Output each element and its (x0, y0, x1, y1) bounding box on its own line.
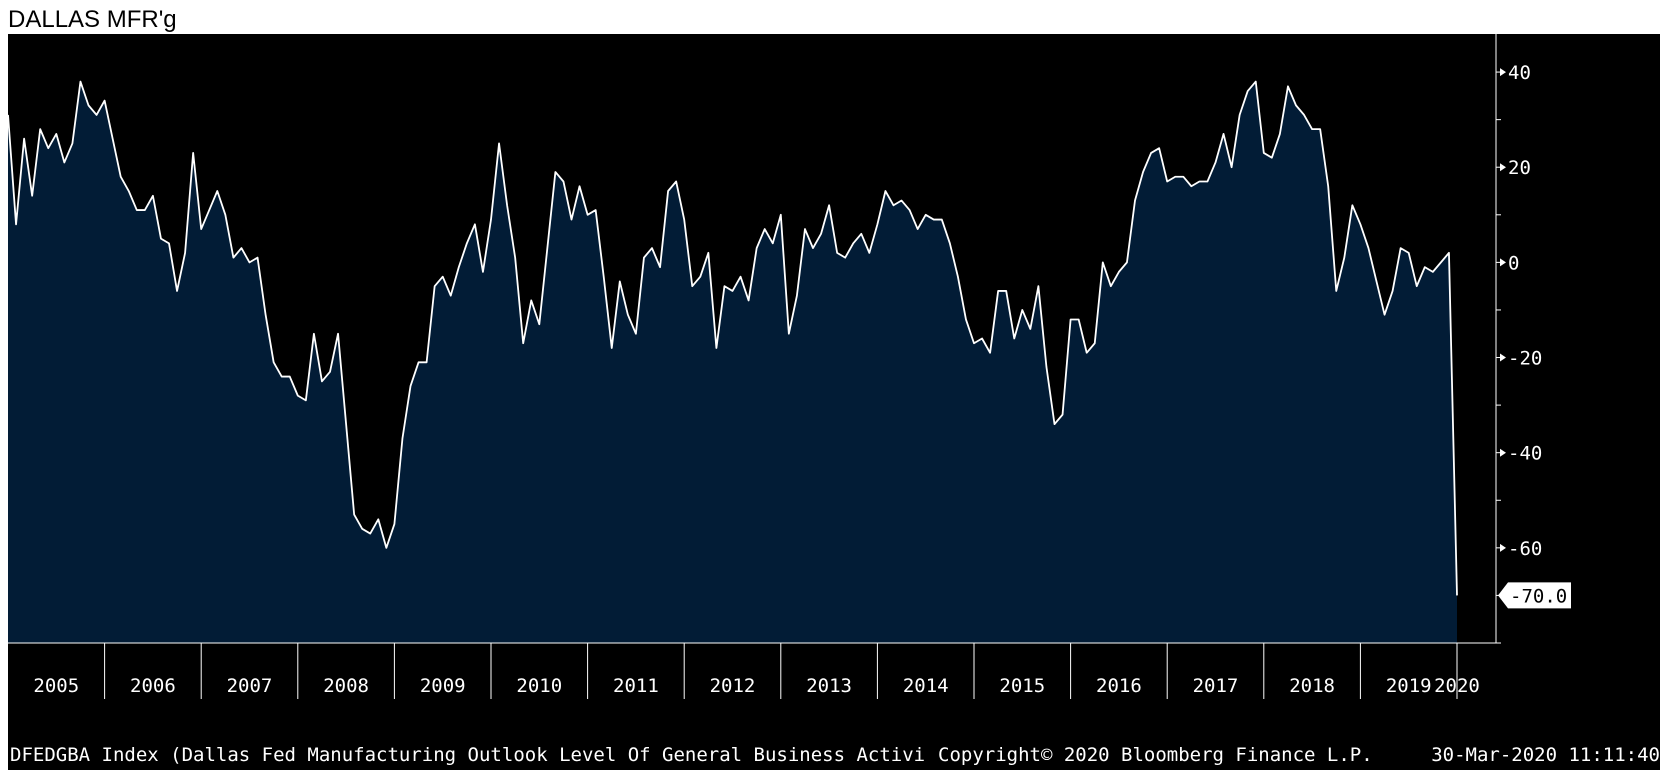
x-tick-label: 2014 (903, 675, 949, 697)
series-area (8, 81, 1457, 643)
x-tick-label: 2011 (613, 675, 659, 697)
chart-panel: 2005 2006 2007 2008 2009 2010 2011 2012 2013 2014… (8, 34, 1660, 770)
y-tick-label: -40 (1508, 443, 1542, 465)
y-tick-arrow (1500, 258, 1506, 267)
y-tick-label: 0 (1508, 252, 1519, 274)
area-layer (8, 80, 1496, 644)
footer-source: DFEDGBA Index (Dallas Fed Manufacturing … (10, 744, 926, 766)
x-tick-label: 2020 (1434, 675, 1480, 697)
x-tick-label: 2018 (1289, 675, 1335, 697)
footer-timestamp: 30-Mar-2020 11:11:40 (1431, 744, 1660, 766)
x-tick-label: 2005 (33, 675, 79, 697)
last-value-label: -70.0 (1510, 585, 1567, 607)
footer-bar: DFEDGBA Index (Dallas Fed Manufacturing … (8, 742, 1660, 770)
x-tick-label: 2010 (516, 675, 562, 697)
y-tick-arrow (1500, 448, 1506, 457)
x-tick-label: 2008 (323, 675, 369, 697)
y-tick-label: 20 (1508, 157, 1531, 179)
last-value-tag (1498, 582, 1571, 609)
x-tick-label: 2013 (806, 675, 852, 697)
x-tick-label: 2019 (1386, 675, 1432, 697)
footer-copyright: Copyright© 2020 Bloomberg Finance L.P. (938, 744, 1373, 766)
x-tick-label: 2009 (420, 675, 466, 697)
x-tick-label: 2007 (227, 675, 273, 697)
y-tick-arrow (1500, 163, 1506, 172)
x-axis: 2005 2006 2007 2008 2009 2010 2011 2012 2013 2014… (33, 643, 1480, 699)
y-tick-arrow (1500, 353, 1506, 362)
y-tick-arrow (1500, 68, 1506, 77)
y-tick-label: -20 (1508, 348, 1542, 370)
x-tick-label: 2016 (1096, 675, 1142, 697)
x-tick-label: 2012 (710, 675, 756, 697)
y-tick-label: -60 (1508, 538, 1542, 560)
y-tick-arrow (1500, 543, 1506, 552)
chart-title: DALLAS MFR'g (8, 6, 177, 33)
x-tick-label: 2017 (1193, 675, 1239, 697)
x-tick-label: 2006 (130, 675, 176, 697)
series-line (8, 80, 1458, 596)
y-axis: 40 20 0 -20 -40 -60 -70.0 (1495, 34, 1571, 644)
x-tick-label: 2015 (999, 675, 1045, 697)
chart-svg: 2005 2006 2007 2008 2009 2010 2011 2012 2013 2014… (8, 34, 1571, 699)
y-tick-label: 40 (1508, 62, 1531, 84)
